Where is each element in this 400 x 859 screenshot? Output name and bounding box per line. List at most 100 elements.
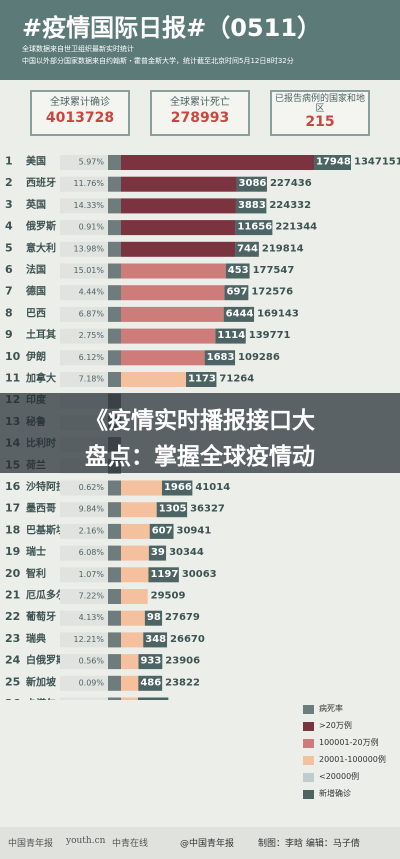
new-cases-bar	[204, 350, 236, 366]
rank-label: 19	[5, 545, 20, 558]
country-label: 瑞典	[26, 632, 46, 645]
rank-label: 22	[5, 610, 20, 623]
rate-marker	[108, 697, 121, 700]
rate-label: 7.18%	[79, 375, 105, 384]
rate-marker	[108, 372, 121, 387]
rate-cell	[60, 372, 108, 387]
rank-label: 18	[5, 523, 20, 536]
new-cases-label: 1114	[217, 330, 245, 341]
rate-label: 12.21%	[73, 635, 104, 644]
rate-label: 11.76%	[73, 179, 104, 188]
countries-value: 215	[305, 114, 335, 130]
rate-marker	[108, 632, 121, 648]
rate-cell	[60, 654, 108, 670]
rate-cell	[60, 545, 108, 561]
rate-cell	[60, 502, 108, 518]
global-confirmed-value: 4013728	[45, 110, 115, 126]
rate-marker	[108, 545, 121, 561]
new-cases-bar	[144, 610, 163, 626]
stat-time-note: 中国以外部分国家数据来自约翰斯・霍普金斯大学，统计截至北京时间5月12日8时32…	[22, 57, 294, 65]
country-label: 伊朗	[25, 350, 46, 363]
new-cases-label: 1683	[207, 352, 235, 363]
country-label: 白俄罗斯	[26, 654, 66, 667]
rate-label: 9.84%	[79, 505, 105, 514]
rank-label: 1	[5, 155, 13, 168]
rate-marker	[108, 176, 121, 192]
rate-cell	[60, 241, 108, 257]
rate-cell	[60, 523, 108, 539]
rank-label: 24	[5, 654, 21, 667]
new-cases-label: 744	[237, 243, 258, 254]
credits: 制图：李晗 编辑：马子倩	[258, 839, 360, 849]
footer: 中国青年报 youth.cn 中青在线 @中国青年报 制图：李晗 编辑：马子倩	[0, 827, 400, 859]
country-label: 法国	[26, 263, 46, 276]
country-label: 俄罗斯	[25, 220, 56, 233]
rate-cell	[60, 589, 108, 604]
country-label: 英国	[25, 198, 46, 211]
total-bar	[121, 155, 314, 170]
total-bar	[121, 545, 149, 561]
total-bar	[121, 372, 187, 387]
overlay-line-2: 盘点：掌握全球疫情动	[85, 444, 315, 470]
countries-label: 已报告病例的国家和地区	[274, 94, 365, 114]
rate-marker	[108, 502, 121, 518]
total-label: 26670	[170, 634, 205, 645]
new-cases-bar	[143, 632, 168, 648]
legend-swatch	[303, 705, 314, 714]
total-label: 41014	[195, 482, 230, 493]
total-label: 227436	[270, 178, 312, 189]
rate-cell	[60, 263, 108, 279]
legend-swatch	[303, 739, 314, 748]
legend-item-rate: 病死率	[303, 702, 391, 719]
rate-label: 2.16%	[79, 526, 105, 535]
new-cases-label: 607	[152, 525, 173, 536]
source-note: 全球数据来自世卫组织最新实时统计	[22, 45, 134, 53]
legend-label: 20001-100000例	[319, 755, 386, 764]
rank-label: 17	[5, 502, 20, 515]
new-cases-label: 17948	[316, 157, 351, 168]
legend-item-tier1: >20万例	[303, 719, 391, 736]
country-label: 西班牙	[26, 176, 56, 189]
cyol-logo: 中国青年报	[8, 839, 54, 849]
rate-cell	[60, 480, 108, 496]
new-cases-bar	[161, 480, 193, 496]
rate-label: 5.97%	[79, 158, 105, 167]
new-cases-bar	[156, 502, 188, 518]
total-bar	[121, 675, 139, 691]
weibo-handle: @中国青年报	[180, 839, 235, 849]
rate-marker	[108, 285, 121, 301]
rate-label: 7.22%	[79, 592, 105, 601]
new-cases-label: 3086	[239, 178, 267, 189]
new-cases-label: 1305	[159, 504, 187, 515]
rate-label: 4.44%	[79, 288, 105, 297]
rate-marker	[108, 480, 121, 496]
total-label: 224332	[269, 200, 311, 211]
rate-cell	[60, 350, 108, 366]
legend-label: 病死率	[319, 704, 343, 713]
total-label: 30344	[169, 547, 204, 558]
rate-cell	[60, 697, 108, 700]
rate-cell	[60, 220, 108, 236]
country-label: 新加坡	[26, 675, 57, 688]
rank-label: 11	[5, 372, 20, 385]
article-title-overlay[interactable]: 《疫情实时播报接口大 盘点：掌握全球疫情动	[0, 393, 400, 473]
rate-label: 15.01%	[73, 266, 104, 275]
country-label: 厄瓜多尔	[26, 589, 66, 602]
total-bar	[121, 502, 157, 518]
total-bar	[121, 697, 138, 700]
new-cases-label: 98	[147, 612, 161, 623]
total-bar	[121, 328, 216, 344]
global-deaths-box: 全球累计死亡 278993	[150, 90, 250, 136]
total-bar	[121, 567, 149, 583]
new-cases-label: 3883	[238, 200, 266, 211]
country-label: 瑞士	[26, 545, 46, 558]
legend-label: <20000例	[319, 772, 360, 781]
total-bar	[121, 654, 139, 670]
global-deaths-value: 278993	[170, 110, 230, 126]
total-bar	[121, 610, 145, 626]
rate-cell	[60, 306, 108, 322]
rate-marker	[108, 155, 121, 170]
new-cases-label: 1966	[164, 482, 192, 493]
new-cases-bar	[148, 567, 179, 583]
new-cases-label: 11656	[237, 222, 272, 233]
